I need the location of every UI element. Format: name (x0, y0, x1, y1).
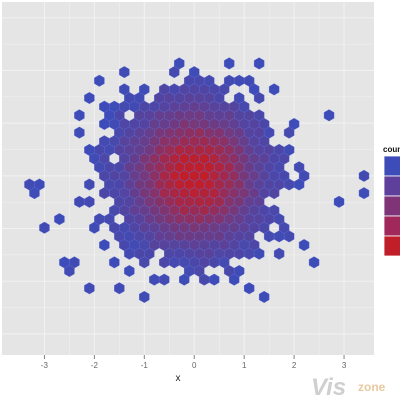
x-axis-ticks: -3 -2 -1 0 1 2 3 (41, 355, 347, 370)
legend: count (383, 145, 400, 257)
hexbin-cell (253, 92, 265, 105)
hexbin-cell (99, 239, 110, 252)
x-tick-label: 3 (342, 361, 347, 370)
hexbin-cell (243, 282, 255, 295)
hexbin-cell (169, 66, 180, 79)
hexbin-cell (293, 178, 305, 191)
hexbin-cell (39, 221, 50, 234)
hexbin-cell (74, 109, 85, 122)
legend-keys (383, 155, 400, 257)
legend-key (383, 215, 400, 237)
hexbin-cell (84, 178, 95, 191)
legend-title: count (383, 145, 400, 154)
hexbin-cell (54, 213, 65, 226)
hexbin-cell (159, 273, 170, 286)
x-tick-label: 0 (192, 361, 197, 370)
hexbin-cell (273, 247, 285, 260)
hexbin-cells (24, 57, 370, 303)
hexbin-cell (94, 74, 105, 87)
hexbin-cell (283, 230, 295, 243)
hexbin-cell (64, 264, 75, 278)
hexbin-cell (124, 264, 135, 278)
legend-key (383, 195, 400, 217)
x-tick-label: 2 (292, 361, 297, 370)
hexbin-cell (84, 92, 95, 105)
legend-key (383, 175, 400, 197)
hexbin-cell (283, 126, 295, 139)
watermark-suffix: zone (358, 380, 386, 394)
hexbin-cell (84, 282, 95, 295)
hexbin-cell (84, 195, 95, 208)
hexbin-cell (323, 109, 335, 122)
hexbin-cell (179, 273, 190, 286)
hexbin-cell (308, 256, 320, 269)
hexbin-cell (253, 247, 265, 260)
hexbin-cell (109, 256, 120, 269)
hexbin-cell (29, 187, 40, 200)
hexbin-cell (253, 57, 265, 70)
hexbin-cell (228, 273, 240, 286)
legend-key (383, 235, 400, 257)
hexbin-cell (268, 187, 280, 200)
hexbin-cell (89, 221, 100, 234)
watermark-logo: Vis zone (311, 374, 386, 400)
hexbin-cell (139, 290, 150, 303)
x-tick-label: -3 (41, 361, 49, 370)
legend-key (383, 155, 400, 177)
x-tick-label: -1 (141, 361, 149, 370)
hexbin-cell (268, 83, 280, 96)
watermark-brand: Vis (311, 374, 346, 400)
hexbin-cell (114, 282, 125, 295)
hexbin-cell (74, 126, 85, 139)
hexbin-cell (139, 256, 150, 269)
hexbin-cell (223, 57, 235, 70)
x-tick-label: -2 (91, 361, 99, 370)
hexbin-cell (333, 195, 345, 208)
hexbin-cell (358, 169, 370, 182)
hexbin-cell (258, 290, 270, 303)
hexbin-cell (298, 239, 310, 252)
hexbin-cell (119, 66, 130, 79)
x-tick-label: 1 (242, 361, 247, 370)
x-axis-title: x (176, 373, 181, 384)
hexbin-cell (209, 273, 220, 286)
hexbin-cell (358, 187, 370, 200)
